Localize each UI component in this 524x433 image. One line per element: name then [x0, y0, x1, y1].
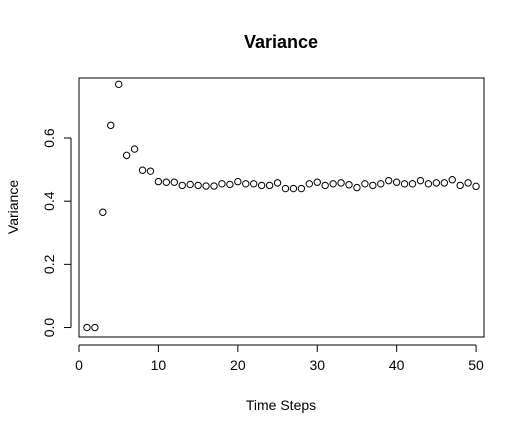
data-point	[242, 180, 250, 188]
data-point	[377, 180, 385, 188]
data-point	[83, 323, 91, 332]
data-point	[130, 145, 139, 153]
data-point	[297, 184, 306, 193]
plot-frame	[78, 77, 485, 338]
x-tick-label: 0	[75, 357, 83, 373]
data-point	[202, 182, 210, 190]
data-point	[107, 121, 115, 130]
data-point	[122, 151, 131, 160]
data-point	[456, 181, 464, 190]
x-tick-label: 20	[230, 357, 246, 373]
data-point	[313, 178, 321, 186]
data-point	[464, 179, 472, 187]
x-tick-label: 50	[468, 357, 484, 373]
data-point	[218, 180, 226, 188]
data-point	[115, 80, 123, 89]
data-point	[440, 179, 448, 187]
x-axis-label: Time Steps	[246, 397, 316, 413]
data-point	[361, 180, 369, 188]
data-point	[178, 181, 186, 190]
data-point	[273, 179, 282, 187]
data-point	[424, 180, 433, 188]
data-point	[337, 179, 345, 187]
y-tick-label: 0.0	[41, 318, 57, 338]
data-point	[321, 181, 329, 190]
data-point	[400, 180, 409, 188]
chart-title: Variance	[244, 32, 318, 52]
x-tick-label: 30	[309, 357, 325, 373]
x-tick-label: 40	[389, 357, 405, 373]
data-point	[91, 323, 99, 332]
data-point	[329, 180, 337, 188]
data-point	[305, 180, 313, 188]
data-point	[345, 181, 353, 189]
data-point	[162, 178, 171, 186]
data-point	[257, 181, 266, 190]
data-point	[154, 177, 163, 186]
y-axis: 0.0 0.2 0.4 0.6	[41, 128, 72, 338]
data-point	[281, 184, 290, 193]
data-point	[448, 176, 456, 184]
data-point	[392, 178, 401, 186]
data-point	[170, 178, 178, 186]
data-point	[369, 181, 377, 190]
data-point	[385, 176, 393, 185]
data-point	[289, 184, 298, 193]
data-point	[226, 180, 234, 189]
data-point	[146, 167, 155, 175]
data-points	[83, 80, 480, 332]
data-point	[99, 208, 107, 216]
data-point	[408, 180, 417, 188]
data-point	[353, 183, 361, 192]
data-point	[432, 179, 441, 187]
y-axis-label: Variance	[5, 180, 21, 234]
data-point	[234, 177, 242, 186]
data-point	[194, 181, 202, 190]
y-tick-label: 0.6	[41, 128, 57, 148]
data-point	[138, 166, 147, 174]
x-tick-label: 10	[151, 357, 167, 373]
data-point	[250, 180, 258, 188]
y-tick-label: 0.4	[41, 191, 57, 211]
data-point	[472, 182, 480, 191]
data-point	[265, 181, 274, 190]
x-axis: 0 10 20 30 40 50	[75, 344, 484, 373]
data-point	[416, 176, 425, 185]
data-point	[210, 182, 218, 190]
data-point	[186, 180, 194, 189]
y-tick-label: 0.2	[41, 254, 57, 274]
